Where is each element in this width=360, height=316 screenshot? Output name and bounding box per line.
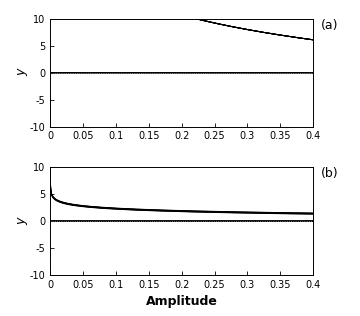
Y-axis label: y: y xyxy=(15,69,28,76)
X-axis label: Amplitude: Amplitude xyxy=(146,295,218,308)
Y-axis label: y: y xyxy=(15,217,28,225)
Text: (a): (a) xyxy=(321,19,339,32)
Text: (b): (b) xyxy=(321,167,339,180)
